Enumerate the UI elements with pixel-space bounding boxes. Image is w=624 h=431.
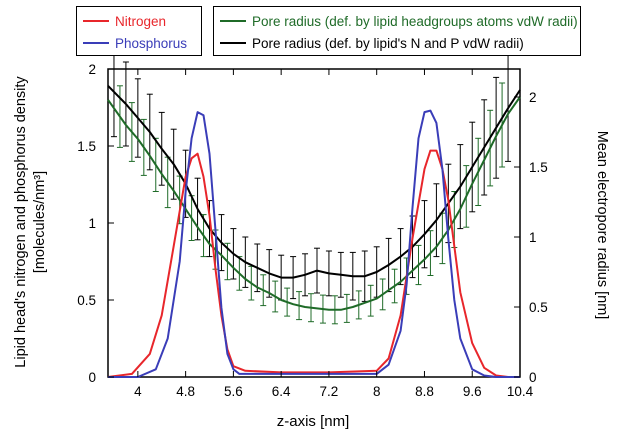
y-left-tick-label: 1 [88,216,96,231]
y-left-tick-label: 1.5 [77,139,96,154]
legend-swatch-nitrogen [83,20,109,22]
x-tick-label: 8 [373,384,381,399]
legend-item-phosphorus: Phosphorus [83,34,187,52]
phosphorus-line [108,109,520,378]
y-right-tick-label: 2 [529,90,537,105]
radius-np-line [107,85,521,279]
x-axis-title: z-axis [nm] [277,413,350,430]
x-tick-label: 6.4 [272,384,291,399]
legend-swatch-radius-np [220,42,246,44]
y-right-tick-label: 0.5 [529,300,548,315]
x-tick-label: 8.8 [415,384,434,399]
right-axis-title: Mean electropore radius [nm] [594,131,610,320]
x-tick-label: 4.8 [176,384,195,399]
legend-item-radius-np: Pore radius (def. by lipid's N and P vdW… [220,34,524,52]
y-right-tick-label: 0 [529,370,537,385]
left-axis-title-line2: [molecules/nm³] [32,171,48,273]
legend-box-radius: Pore radius (def. by lipid headgroups at… [213,6,581,56]
x-tick-label: 7.2 [320,384,339,399]
series-group [107,85,521,378]
y-right-tick-label: 1 [529,230,537,245]
y-left-tick-label: 2 [88,62,96,77]
x-tick-label: 10.4 [507,384,534,399]
x-tick-label: 9.6 [463,384,482,399]
legend-item-nitrogen: Nitrogen [83,12,166,30]
tick-group: 4 4.8 5.6 6.4 7.2 8 8.8 9.6 10.400.511.5200.511.… [77,62,548,399]
left-axis-title-line1: Lipid head's nitrogen and phosphorus den… [13,76,29,368]
y-left-tick-label: 0 [88,370,96,385]
legend-item-radius-headgroups: Pore radius (def. by lipid headgroups at… [220,12,578,30]
y-left-tick-label: 0.5 [77,293,96,308]
legend-label-radius-np: Pore radius (def. by lipid's N and P vdW… [252,35,524,51]
y-right-tick-label: 1.5 [529,160,548,175]
legend-swatch-radius-headgroups [220,20,246,22]
legend-label-nitrogen: Nitrogen [115,13,167,29]
legend-box-elements: Nitrogen Phosphorus [76,6,202,56]
x-tick-label: 4 [134,384,142,399]
legend-label-radius-headgroups: Pore radius (def. by lipid headgroups at… [252,13,578,29]
x-tick-label: 5.6 [224,384,243,399]
legend-label-phosphorus: Phosphorus [115,35,188,51]
legend-swatch-phosphorus [83,42,109,44]
